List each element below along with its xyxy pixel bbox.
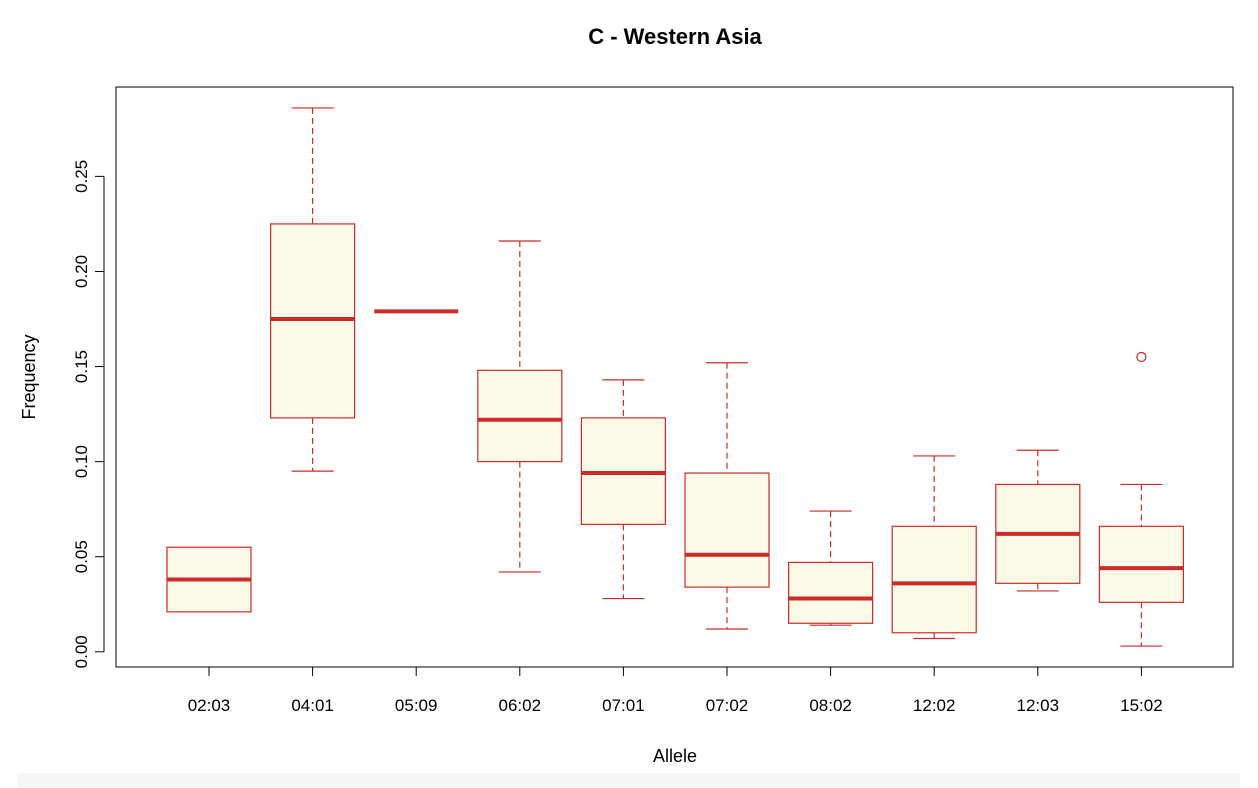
box-rect xyxy=(477,369,563,463)
x-tick-label: 07:01 xyxy=(602,696,645,715)
x-tick-label: 08:02 xyxy=(809,696,852,715)
x-tick-label: 04:01 xyxy=(291,696,334,715)
y-tick-label: 0.05 xyxy=(72,540,91,573)
box-06-02 xyxy=(477,240,563,573)
box-04-01 xyxy=(270,107,356,472)
y-tick-label: 0.10 xyxy=(72,445,91,478)
box-12-02 xyxy=(891,455,977,640)
x-axis-label: Allele xyxy=(653,746,697,766)
x-tick-label: 05:09 xyxy=(395,696,438,715)
box-07-02 xyxy=(684,362,770,630)
x-tick-label: 15:02 xyxy=(1120,696,1163,715)
x-tick-label: 12:02 xyxy=(913,696,956,715)
box-08-02 xyxy=(787,510,874,626)
box-rect xyxy=(787,561,874,624)
box-rect xyxy=(891,525,977,634)
box-12-03 xyxy=(995,449,1081,592)
y-axis-label: Frequency xyxy=(19,334,39,419)
box-series xyxy=(166,107,1185,647)
x-tick-label: 02:03 xyxy=(188,696,231,715)
outlier-point xyxy=(1136,351,1147,363)
x-tick-label: 07:02 xyxy=(706,696,749,715)
y-axis: 0.00 0.05 0.10 0.15 0.20 0.25 xyxy=(72,160,105,668)
box-07-01 xyxy=(580,379,667,600)
footer-band xyxy=(18,773,1240,788)
chart-title: C - Western Asia xyxy=(588,24,762,49)
box-02-03 xyxy=(166,546,252,613)
y-tick-label: 0.00 xyxy=(72,635,91,668)
y-tick-label: 0.25 xyxy=(72,160,91,193)
box-15-02 xyxy=(1098,351,1185,647)
y-tick-label: 0.20 xyxy=(72,255,91,288)
box-rect xyxy=(684,472,770,588)
x-tick-label: 06:02 xyxy=(499,696,542,715)
x-tick-label: 12:03 xyxy=(1017,696,1060,715)
y-tick-label: 0.15 xyxy=(72,350,91,383)
box-rect xyxy=(1098,525,1185,603)
x-axis: 02:03 04:01 05:09 06:02 07:01 07:02 08:02 12:02… xyxy=(188,666,1163,715)
